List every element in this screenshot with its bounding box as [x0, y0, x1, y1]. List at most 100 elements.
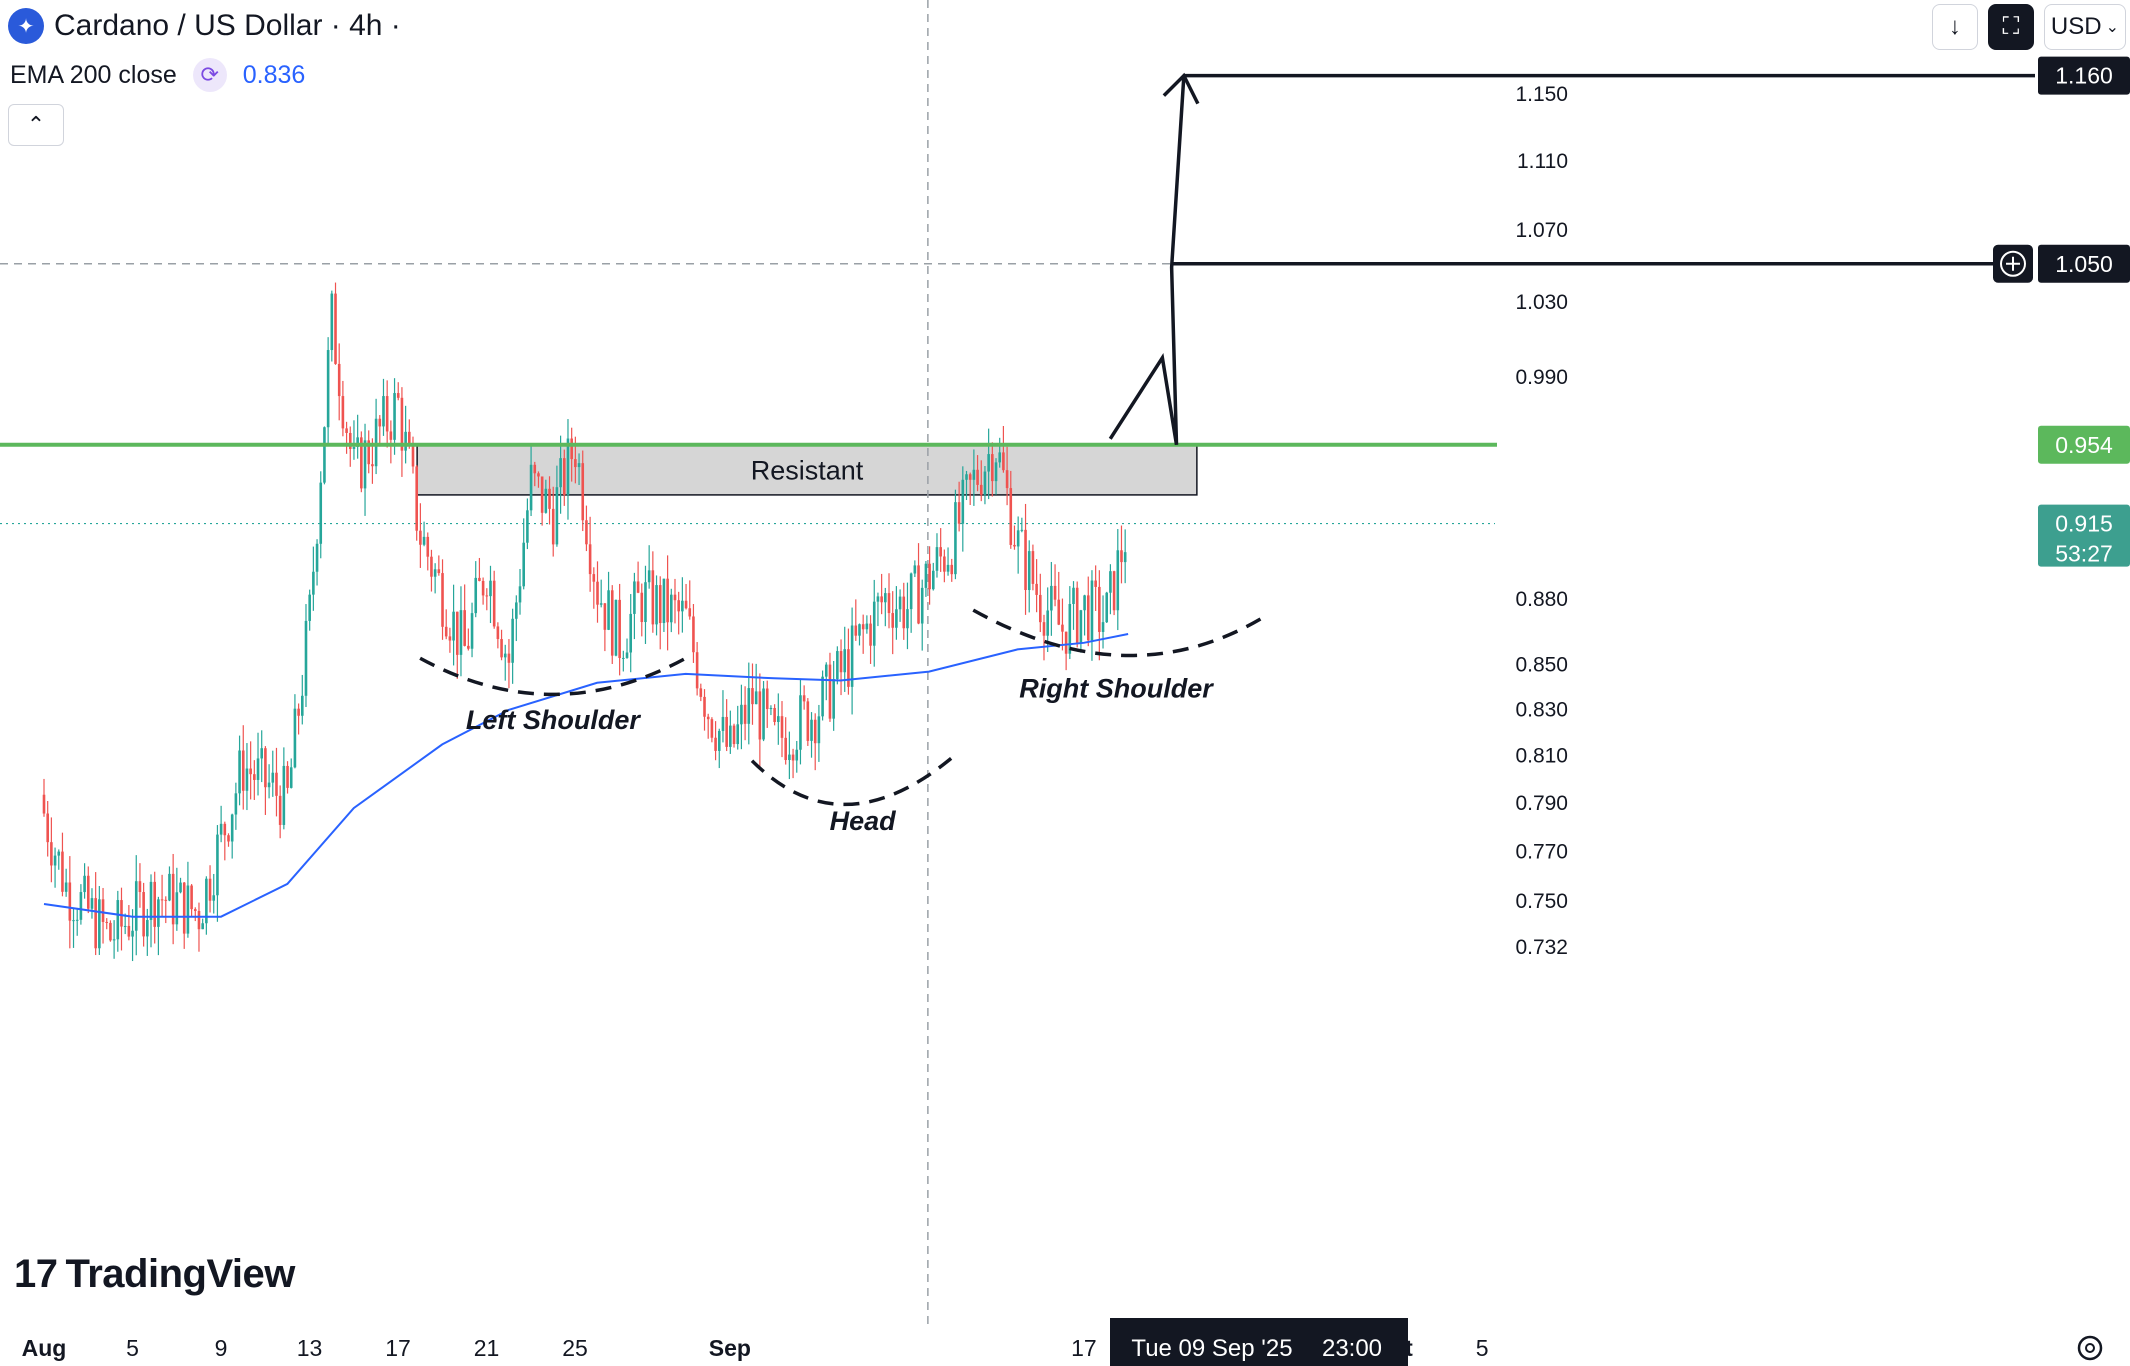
- candle-body: [127, 925, 131, 937]
- y-tick-label: 0.990: [1515, 366, 1568, 389]
- candle-body: [393, 393, 396, 440]
- currency-label: USD: [2050, 13, 2102, 40]
- candle-body: [1094, 580, 1097, 587]
- candle-body: [193, 909, 197, 911]
- candle-body: [463, 610, 466, 646]
- candle-body: [1101, 622, 1105, 632]
- candle-body: [991, 454, 994, 482]
- candle-body: [666, 578, 669, 623]
- indicator-value: 0.836: [242, 60, 306, 89]
- currency-select[interactable]: USD ⌄: [2043, 4, 2126, 50]
- candle-body: [732, 725, 736, 745]
- candle-body: [171, 873, 175, 925]
- candle-body: [507, 653, 511, 663]
- candle-body: [297, 708, 300, 716]
- candle-body: [1079, 610, 1083, 644]
- candle-body: [168, 873, 171, 901]
- candle-body: [950, 564, 954, 575]
- candle-body: [286, 765, 289, 788]
- candle-body: [238, 750, 241, 794]
- candle-body: [736, 724, 740, 745]
- candle-body: [293, 708, 297, 768]
- head-label: Head: [830, 806, 897, 836]
- candle-body: [869, 623, 872, 646]
- candle-body: [1072, 587, 1075, 604]
- candle-body: [1013, 544, 1016, 547]
- candle-body: [1086, 595, 1090, 641]
- candle-body: [662, 578, 666, 624]
- candle-body: [577, 463, 581, 468]
- candle-body: [828, 664, 832, 719]
- candle-body: [149, 881, 153, 921]
- y-tick-label: 0.732: [1515, 936, 1568, 959]
- candle-body: [164, 899, 168, 901]
- candle-body: [817, 716, 821, 744]
- candle-body: [832, 679, 835, 719]
- candle-body: [511, 618, 514, 663]
- fullscreen-button[interactable]: ⛶: [1987, 4, 2034, 50]
- candle-body: [437, 569, 441, 574]
- left-shoulder-label: Left Shoulder: [466, 705, 641, 735]
- candle-body: [515, 602, 518, 619]
- candle-body: [46, 813, 49, 843]
- candle-body: [419, 530, 422, 545]
- candle-body: [1123, 552, 1127, 563]
- y-tick-label: 1.150: [1515, 83, 1568, 106]
- chart-header: ✦ Cardano / US Dollar · 4h ·: [8, 8, 401, 44]
- x-tick-label: 17: [385, 1335, 411, 1361]
- candle-body: [422, 536, 426, 545]
- candle-body: [433, 569, 437, 577]
- projection-arrowhead: [1162, 72, 1200, 105]
- candle-body: [455, 611, 459, 655]
- candle-body: [681, 600, 684, 612]
- candle-body: [1112, 571, 1116, 611]
- candle-body: [821, 676, 824, 717]
- candle-body: [592, 574, 596, 582]
- candle-body: [540, 476, 544, 513]
- symbol-title[interactable]: Cardano / US Dollar · 4h ·: [54, 9, 401, 42]
- candle-body: [839, 651, 843, 673]
- crosshair-date-label: Tue 09 Sep '25: [1131, 1335, 1292, 1362]
- candle-body: [588, 544, 592, 575]
- candle-body: [208, 878, 212, 901]
- candle-body: [522, 542, 525, 587]
- candle-body: [836, 651, 839, 680]
- candle-body: [219, 823, 223, 835]
- y-tick-label: 1.110: [1517, 150, 1568, 173]
- chevron-up-icon: ⌃: [26, 112, 46, 137]
- candle-body: [157, 899, 160, 927]
- candle-body: [998, 452, 1002, 463]
- candle-body: [485, 595, 489, 597]
- indicator-label[interactable]: EMA 200 close: [10, 60, 177, 89]
- watermark-text: TradingView: [65, 1252, 296, 1296]
- candle-series: [42, 282, 1127, 962]
- candle-body: [625, 652, 629, 658]
- candle-body: [216, 834, 219, 896]
- candle-body: [348, 432, 352, 449]
- candle-body: [50, 842, 53, 866]
- candle-body: [396, 393, 400, 398]
- candle-body: [105, 921, 109, 923]
- candle-body: [197, 910, 201, 930]
- candle-body: [83, 875, 86, 893]
- candle-body: [481, 580, 485, 596]
- candle-body: [496, 626, 500, 640]
- collapse-legend-button[interactable]: ⌃: [8, 104, 64, 146]
- refresh-icon[interactable]: ⟳: [192, 58, 227, 92]
- download-button[interactable]: ↓: [1931, 4, 1978, 50]
- candle-body: [330, 293, 334, 351]
- resistance-price-label: 0.954: [2055, 432, 2113, 458]
- x-tick-label: Aug: [22, 1335, 67, 1361]
- candle-body: [123, 925, 127, 927]
- candle-body: [555, 487, 559, 545]
- candle-body: [924, 563, 928, 588]
- candle-body: [629, 613, 633, 653]
- ema-200-line: [43, 633, 1129, 918]
- candle-body: [500, 639, 503, 658]
- candle-body: [190, 885, 193, 910]
- y-tick-label: 0.880: [1515, 588, 1568, 611]
- candle-body: [260, 748, 264, 759]
- candle-body: [312, 571, 315, 595]
- candle-body: [802, 695, 806, 702]
